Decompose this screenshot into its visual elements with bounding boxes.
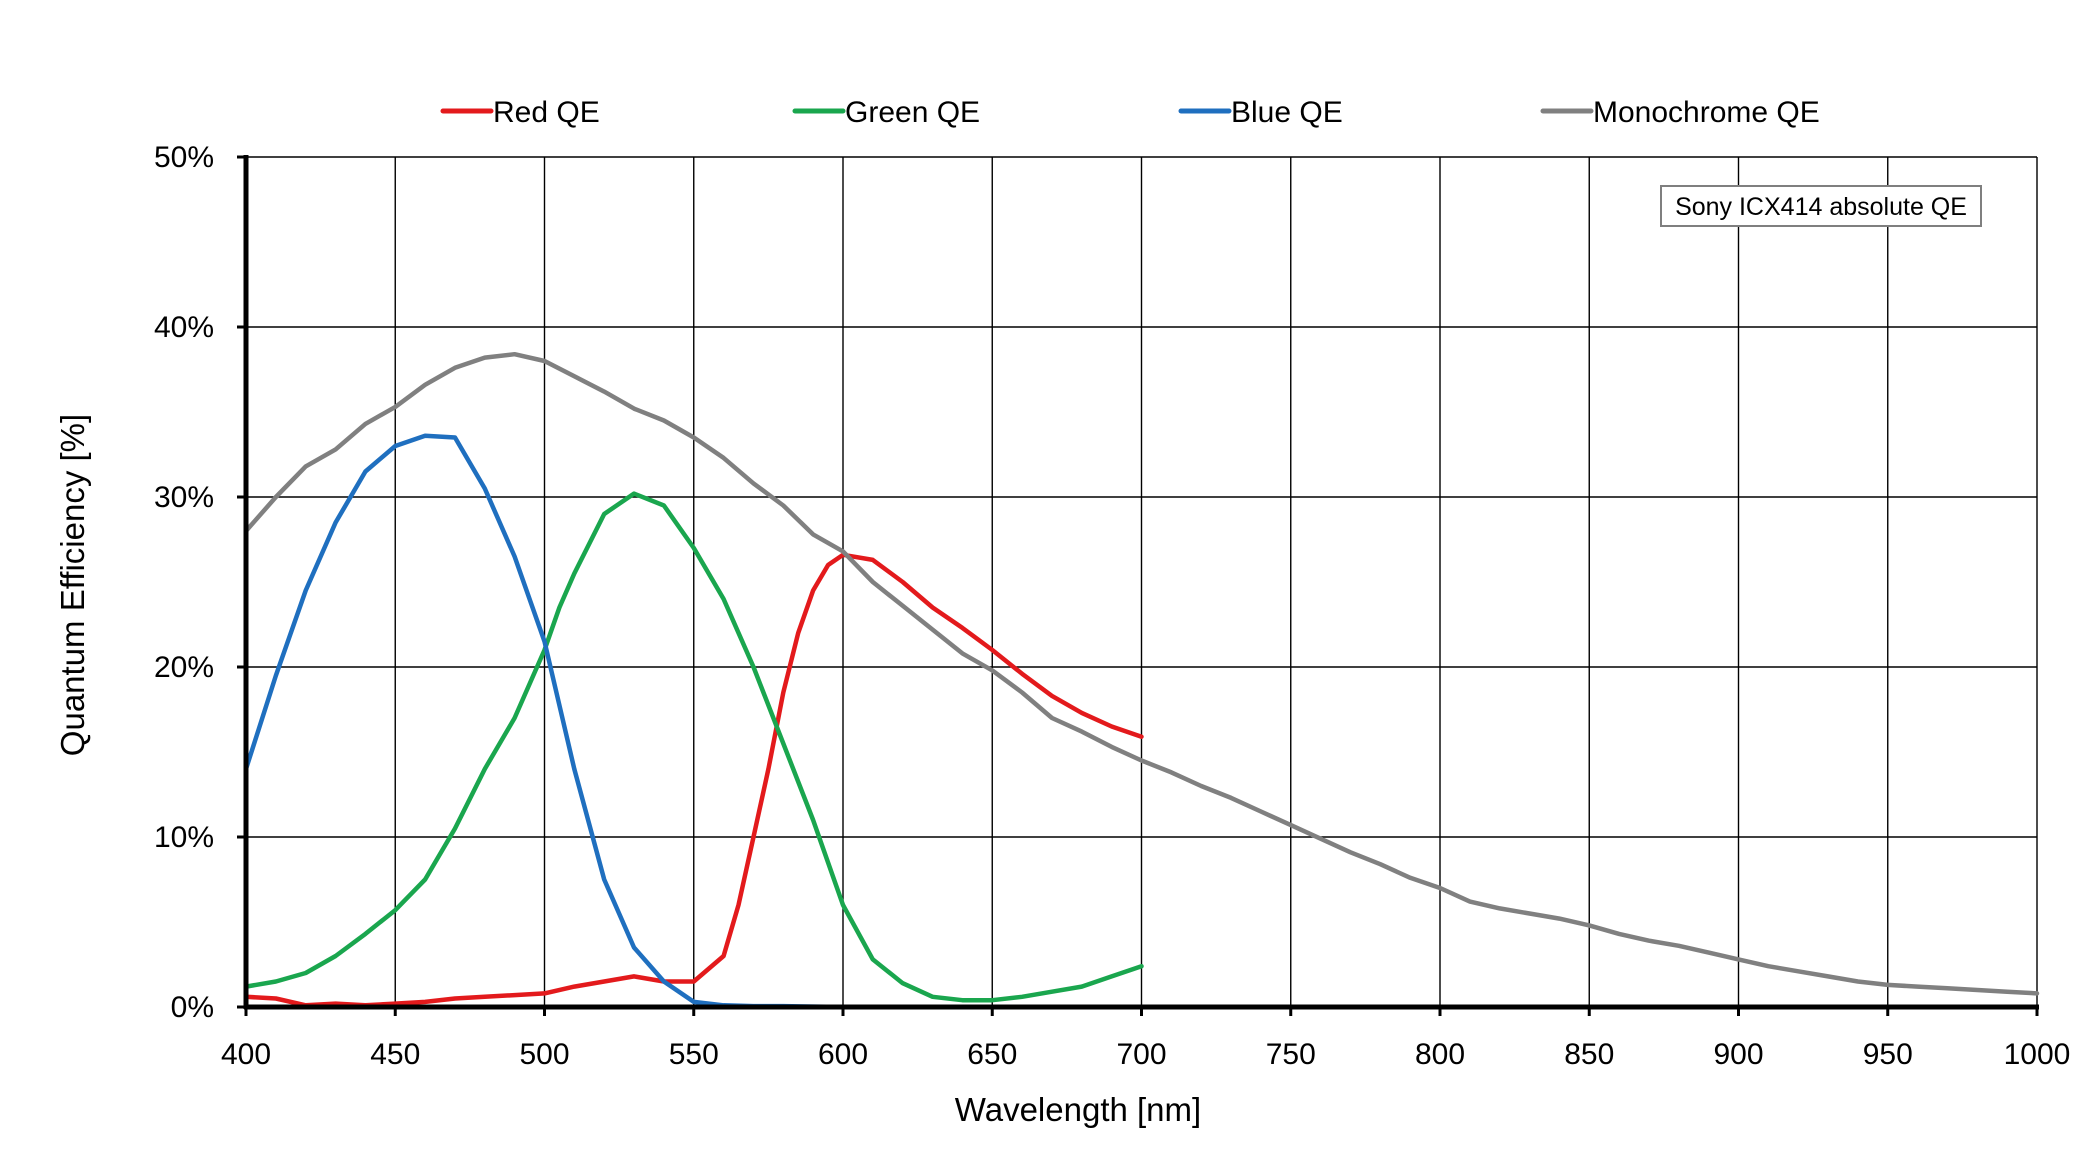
series-line-red-qe xyxy=(243,552,1144,1008)
series-line-monochrome-qe xyxy=(243,351,2040,996)
y-tick-label: 40% xyxy=(154,311,214,344)
x-tick-label: 700 xyxy=(1116,1038,1166,1071)
x-tick-label: 600 xyxy=(818,1038,868,1071)
series-line-green-qe xyxy=(243,491,1144,1003)
x-tick-label: 950 xyxy=(1863,1038,1913,1071)
x-tick-label: 800 xyxy=(1415,1038,1465,1071)
legend-item-blue-qe: Blue QE xyxy=(1178,96,1343,129)
legend-item-red-qe: Red QE xyxy=(440,96,600,129)
y-tick-label: 0% xyxy=(171,991,214,1024)
legend-item-green-qe: Green QE xyxy=(792,96,980,129)
y-tick-label: 30% xyxy=(154,481,214,514)
legend-label: Blue QE xyxy=(1231,96,1343,129)
legend-label: Red QE xyxy=(493,96,600,129)
x-tick-label: 550 xyxy=(669,1038,719,1071)
legend-label: Green QE xyxy=(845,96,980,129)
x-tick-label: 900 xyxy=(1713,1038,1763,1071)
legend-label: Monochrome QE xyxy=(1593,96,1820,129)
x-tick-label: 1000 xyxy=(2004,1038,2071,1071)
axes xyxy=(237,155,2039,1016)
grid xyxy=(246,156,2038,1007)
y-tick-label: 10% xyxy=(154,821,214,854)
x-tick-label: 850 xyxy=(1564,1038,1614,1071)
legend: Red QE Green QE Blue QE Monochrome QE xyxy=(440,96,1820,129)
y-tick-label: 50% xyxy=(154,141,214,174)
series-lines xyxy=(243,351,2040,1010)
tick-labels: 0% 10% 20% 30% 40% 50% 400 450 500 550 600 650 700 75… xyxy=(154,141,2070,1071)
x-tick-label: 450 xyxy=(370,1038,420,1071)
x-axis-title: Wavelength [nm] xyxy=(955,1091,1201,1128)
annotation-box: Sony ICX414 absolute QE xyxy=(1660,185,1982,227)
x-tick-label: 750 xyxy=(1266,1038,1316,1071)
legend-item-monochrome-qe: Monochrome QE xyxy=(1540,96,1820,129)
y-tick-label: 20% xyxy=(154,651,214,684)
x-tick-label: 650 xyxy=(967,1038,1017,1071)
x-tick-label: 400 xyxy=(221,1038,271,1071)
x-tick-label: 500 xyxy=(519,1038,569,1071)
annotation-text: Sony ICX414 absolute QE xyxy=(1675,193,1967,221)
y-axis-title: Quantum Efficiency [%] xyxy=(54,414,91,756)
